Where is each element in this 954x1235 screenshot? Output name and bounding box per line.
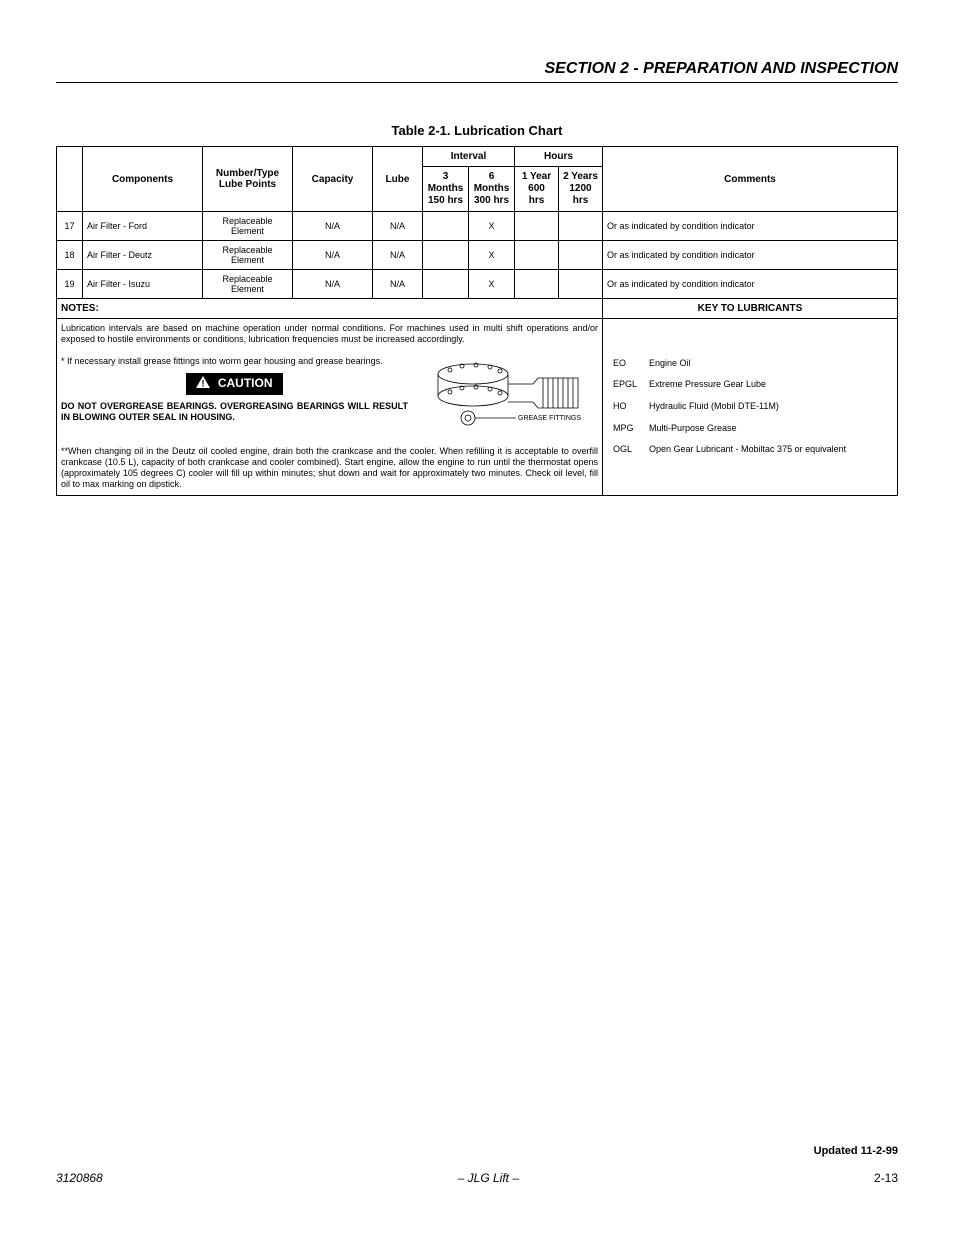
section-header: SECTION 2 - PREPARATION AND INSPECTION [56,60,898,83]
footer-center: – JLG Lift – [56,1171,898,1185]
table-row: 19Air Filter - IsuzuReplaceableElementN/… [57,270,898,299]
h-6m-c: 300 hrs [474,195,509,206]
header-2years: 2 Years 1200 hrs [559,167,603,212]
grease-fitting-diagram: GREASE FITTINGS [418,356,598,441]
lubricant-key-table: EOEngine OilEPGLExtreme Pressure Gear Lu… [607,352,852,462]
h-3m-b: Months [428,183,464,194]
header-capacity: Capacity [293,147,373,212]
h-2y-a: 2 Years [563,171,598,182]
lubricant-code: MPG [609,419,643,439]
updated-date: Updated 11-2-99 [814,1145,898,1157]
row-2y [559,212,603,241]
h-6m-b: Months [474,183,510,194]
header-components: Components [83,147,203,212]
lubricant-desc: Open Gear Lubricant - Mobiltac 375 or eq… [645,440,850,460]
lubricant-key-row: MPGMulti-Purpose Grease [609,419,850,439]
svg-text:!: ! [202,378,205,388]
header-lube: Lube [373,147,423,212]
row-2y [559,270,603,299]
lubricant-key-row: OGLOpen Gear Lubricant - Mobiltac 375 or… [609,440,850,460]
row-lube: N/A [373,241,423,270]
header-blank [57,147,83,212]
row-comment: Or as indicated by condition indicator [603,270,898,299]
row-capacity: N/A [293,241,373,270]
row-lube-points: ReplaceableElement [203,241,293,270]
header-1year: 1 Year 600 hrs [515,167,559,212]
h-2y-b: 1200 hrs [569,183,591,206]
warning-triangle-icon: ! [196,376,210,392]
notes-body-cell: Lubrication intervals are based on machi… [57,319,603,496]
row-comment: Or as indicated by condition indicator [603,241,898,270]
row-lube: N/A [373,270,423,299]
row-comment: Or as indicated by condition indicator [603,212,898,241]
note-1: Lubrication intervals are based on machi… [61,323,598,346]
lubricant-key-row: EPGLExtreme Pressure Gear Lube [609,375,850,395]
h-3m-a: 3 [443,171,449,182]
lubricant-code: HO [609,397,643,417]
row-lube-points: ReplaceableElement [203,212,293,241]
lubricant-key-row: HOHydraulic Fluid (Mobil DTE-11M) [609,397,850,417]
header-hours: Hours [515,147,603,167]
grease-fittings-label: GREASE FITTINGS [518,415,581,422]
caution-label: CAUTION [218,376,273,390]
row-lube: N/A [373,212,423,241]
lubricant-code: OGL [609,440,643,460]
lubricant-desc: Hydraulic Fluid (Mobil DTE-11M) [645,397,850,417]
row-6m: X [469,241,515,270]
row-6m: X [469,212,515,241]
header-number-type-label: Number/Type [216,168,279,179]
note-3: **When changing oil in the Deutz oil coo… [61,446,598,491]
row-1y [515,241,559,270]
row-3m [423,270,469,299]
row-num: 19 [57,270,83,299]
h-3m-c: 150 hrs [428,195,463,206]
footer-left: 3120868 [56,1171,103,1185]
table-title: Table 2-1. Lubrication Chart [56,123,898,138]
row-3m [423,212,469,241]
row-component: Air Filter - Isuzu [83,270,203,299]
notes-label-cell: NOTES: [57,299,603,319]
key-body-cell: EOEngine OilEPGLExtreme Pressure Gear Lu… [603,319,898,496]
table-row: 18Air Filter - DeutzReplaceableElementN/… [57,241,898,270]
lubricant-desc: Engine Oil [645,354,850,374]
lubricant-key-row: EOEngine Oil [609,354,850,374]
header-interval: Interval [423,147,515,167]
key-label-cell: KEY TO LUBRICANTS [603,299,898,319]
row-1y [515,270,559,299]
row-2y [559,241,603,270]
h-6m-a: 6 [489,171,495,182]
header-3months: 3 Months 150 hrs [423,167,469,212]
row-capacity: N/A [293,212,373,241]
row-6m: X [469,270,515,299]
lubricant-desc: Multi-Purpose Grease [645,419,850,439]
row-lube-points: ReplaceableElement [203,270,293,299]
table-row: 17Air Filter - FordReplaceableElementN/A… [57,212,898,241]
caution-warning: DO NOT OVERGREASE BEARINGS. OVERGREASING… [61,401,441,424]
header-lube-points: Number/Type Lube Points [203,147,293,212]
note-2-block: GREASE FITTINGS * If necessary install g… [61,356,598,436]
caution-badge: ! CAUTION [186,373,282,395]
lubricant-code: EO [609,354,643,374]
lubrication-table: Components Number/Type Lube Points Capac… [56,146,898,496]
footer-right: 2-13 [874,1171,898,1185]
row-1y [515,212,559,241]
row-capacity: N/A [293,270,373,299]
header-lube-points-label: Lube Points [219,179,276,190]
header-6months: 6 Months 300 hrs [469,167,515,212]
lubricant-desc: Extreme Pressure Gear Lube [645,375,850,395]
page-footer: 3120868 2-13 – JLG Lift – [56,1171,898,1185]
h-1y-b: 600 hrs [528,183,545,206]
header-comments: Comments [603,147,898,212]
row-num: 18 [57,241,83,270]
h-1y-a: 1 Year [522,171,551,182]
lubricant-code: EPGL [609,375,643,395]
row-3m [423,241,469,270]
row-num: 17 [57,212,83,241]
row-component: Air Filter - Ford [83,212,203,241]
row-component: Air Filter - Deutz [83,241,203,270]
